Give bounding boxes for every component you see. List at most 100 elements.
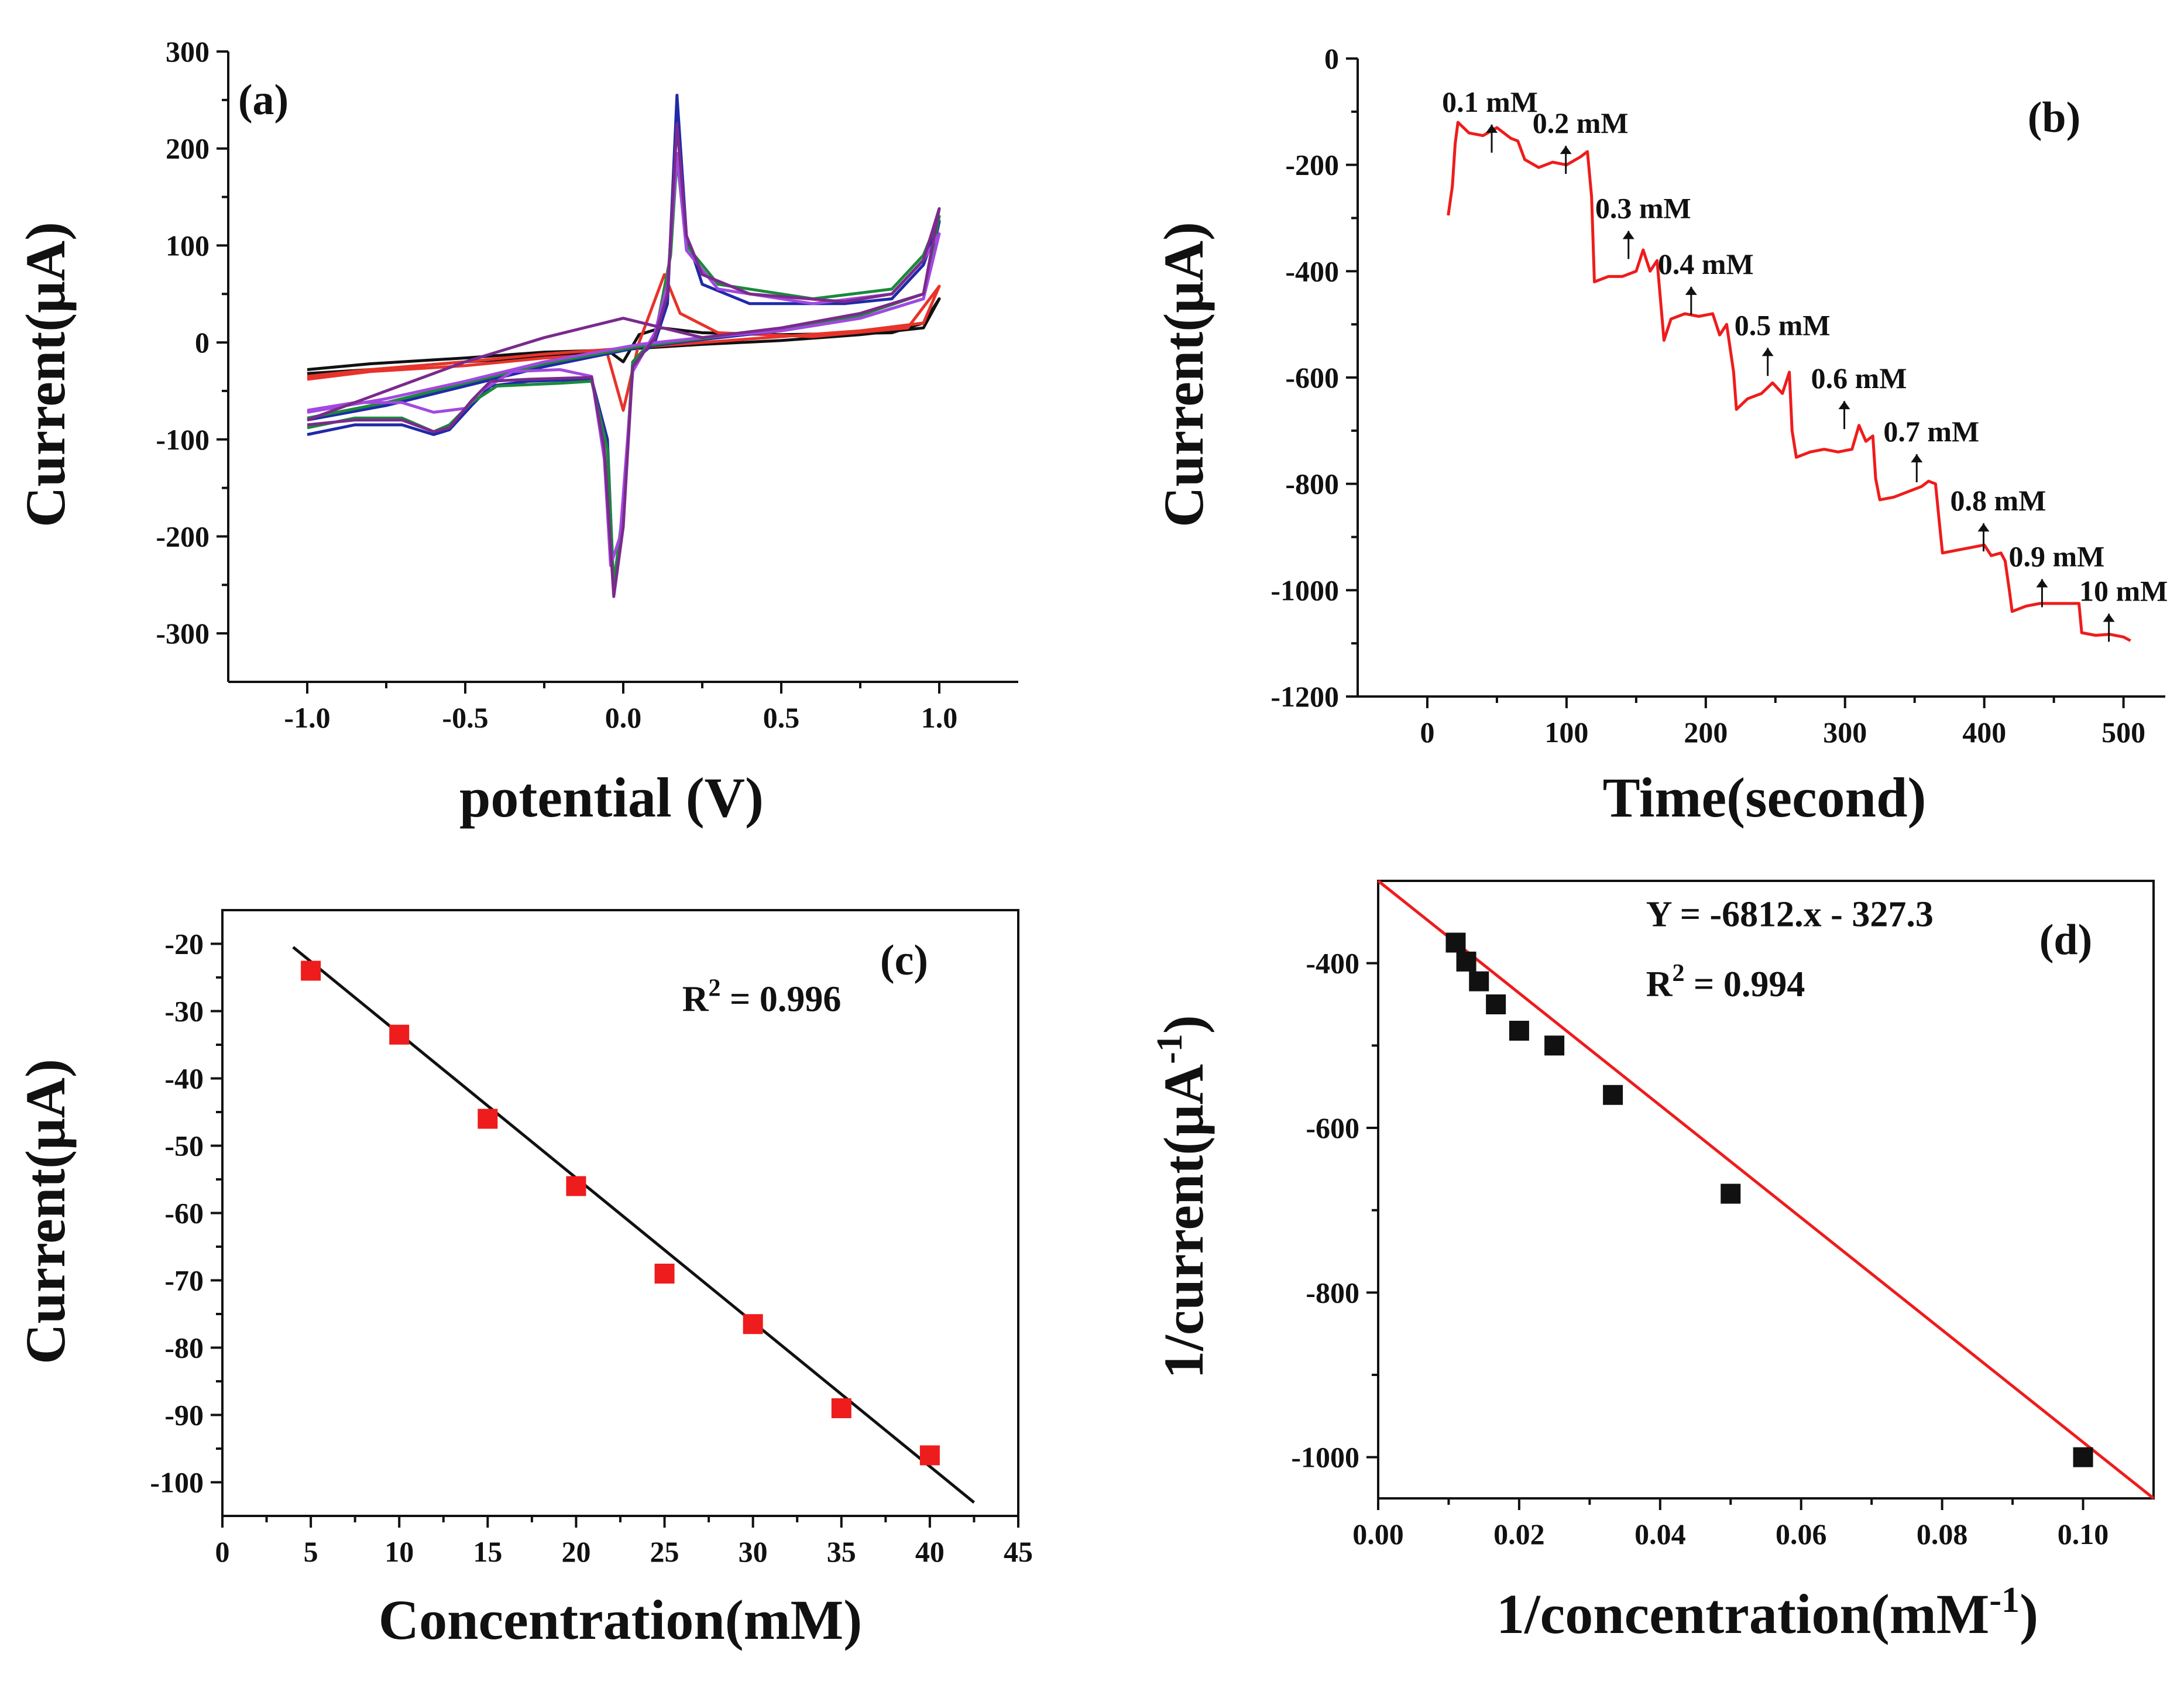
x-tick-label: 25 [650, 1535, 679, 1568]
x-tick-label: 15 [473, 1535, 502, 1568]
data-point [478, 1109, 498, 1129]
panel-c: 0 5 10 15 20 25 30 35 40 45 -100 -90 -80 -70 -60 -50 -40… [14, 909, 1033, 1651]
data-point [1721, 1183, 1741, 1204]
annotation-sup: 2 [709, 975, 721, 1002]
panel-label: (d) [2039, 916, 2092, 964]
arrow-head [1685, 286, 1697, 295]
x-tick-label: 200 [1684, 716, 1728, 749]
panel-d: 0.00 0.02 0.04 0.06 0.08 0.10 -1000 -800 -600 -40… [1150, 880, 2155, 1645]
y-tick-label: 200 [166, 132, 210, 165]
y-axis-title-main: 1/current(μA [1152, 1064, 1215, 1379]
arrow-head [1911, 454, 1923, 462]
data-point [2073, 1447, 2093, 1467]
x-axis-title: Time(second) [1603, 766, 1927, 829]
x-tick-label: 0.10 [2058, 1518, 2109, 1550]
y-tick-label: -90 [164, 1399, 204, 1432]
x-axis-title: 1/concentration(mM-1) [1496, 1580, 2038, 1645]
data-point [1469, 971, 1489, 991]
arrow-head [2103, 613, 2115, 622]
y-tick-label: -50 [164, 1130, 204, 1162]
arrow-head [1761, 348, 1774, 356]
x-tick-label: 0 [1420, 716, 1434, 749]
y-tick-label: -1000 [1291, 1441, 1359, 1474]
plot-frame [1377, 880, 2155, 1500]
annotation: 0.2 mM [1533, 107, 1629, 139]
y-tick-label: 0 [195, 326, 210, 359]
y-tick-label: -200 [156, 520, 210, 553]
data-point [389, 1024, 410, 1045]
annotation-text: 0.2 mM [1533, 107, 1629, 139]
annotation: 0.5 mM [1735, 308, 1831, 341]
annotation: 0.4 mM [1658, 248, 1754, 280]
data-point [566, 1176, 586, 1196]
data-point [831, 1398, 851, 1418]
panel-label: (c) [880, 936, 928, 984]
annotation-text: 0.4 mM [1658, 248, 1754, 280]
y-tick-label: -20 [164, 928, 204, 960]
y-tick-label: -30 [164, 995, 204, 1028]
x-tick-label: 10 [384, 1535, 414, 1568]
series-line-black [307, 297, 941, 375]
x-axis-title: potential (V) [459, 766, 764, 829]
x-axis-title-main: Concentration(mM) [379, 1588, 862, 1651]
annotation-text: 0.7 mM [1883, 415, 1979, 448]
x-tick-label: -1.0 [284, 701, 330, 734]
annotation: R2 = 0.994 [1646, 960, 1805, 1004]
y-tick-label: -200 [1285, 149, 1339, 181]
x-tick-label: 45 [1004, 1535, 1033, 1568]
annotation-text: R [682, 980, 709, 1020]
data-point [1486, 994, 1506, 1014]
data-point [1456, 951, 1476, 972]
series-line-amperometric-response [1447, 121, 2131, 642]
annotation-text: 0.1 mM [1442, 85, 1538, 118]
x-axis-title: Concentration(mM) [379, 1588, 862, 1651]
y-axis-title-main: Current(μA) [1152, 222, 1215, 527]
y-tick-label: -800 [1306, 1276, 1359, 1309]
annotation-text: 0.9 mM [2008, 540, 2104, 572]
x-tick-label: 5 [304, 1535, 318, 1568]
y-axis-title: 1/current(μA-1) [1150, 1015, 1215, 1378]
x-tick-label: 40 [915, 1535, 945, 1568]
annotation: 0.3 mM [1595, 192, 1691, 225]
fit-line [1377, 880, 2155, 1500]
annotation: 0.8 mM [1951, 484, 2046, 517]
x-tick-label: 0 [215, 1535, 230, 1568]
data-point [743, 1314, 763, 1334]
annotation-text: 0.3 mM [1595, 192, 1691, 225]
panel-label: (b) [2028, 94, 2080, 142]
annotation-text: 0.8 mM [1951, 484, 2046, 517]
y-tick-label: -800 [1285, 468, 1339, 500]
y-tick-label: 0 [1324, 42, 1339, 75]
data-point [301, 960, 321, 981]
panel-b: 0 100 200 300 400 500 -1200 -1000 -800 -600 -400 -2… [1152, 42, 2168, 829]
data-point [1445, 932, 1466, 953]
x-axis-title-end: ) [2020, 1583, 2038, 1645]
series-line-purple [307, 122, 941, 598]
annotation-text: R [1646, 965, 1673, 1004]
x-tick-label: 500 [2101, 716, 2145, 749]
annotation: 0.1 mM [1442, 85, 1538, 118]
arrow-head [2036, 579, 2048, 588]
y-axis-title: Current(μA) [14, 222, 77, 527]
annotation: 0.7 mM [1883, 415, 1979, 448]
y-tick-label: -400 [1306, 947, 1359, 980]
annotation-rest: = 0.994 [1685, 965, 1805, 1004]
x-tick-label: 30 [739, 1535, 768, 1568]
y-tick-label: -80 [164, 1332, 204, 1364]
x-tick-label: 0.0 [605, 701, 642, 734]
y-axis-title: Current(μA) [1152, 222, 1215, 527]
annotation-text: 0.5 mM [1735, 308, 1831, 341]
y-tick-label: 300 [166, 35, 210, 68]
x-tick-label: 400 [1962, 716, 2006, 749]
y-tick-label: -600 [1306, 1111, 1359, 1144]
x-axis-title-main: 1/concentration(mM [1496, 1583, 1989, 1645]
panel-label: (a) [238, 76, 289, 124]
y-tick-label: -60 [164, 1197, 204, 1230]
x-tick-label: -0.5 [442, 701, 488, 734]
x-tick-label: 0.08 [1917, 1518, 1968, 1550]
x-tick-label: 300 [1823, 716, 1867, 749]
panel-a: -1.0 -0.5 0.0 0.5 1.0 -300 -200 -100 0 100 200 300 p… [14, 35, 1018, 829]
x-axis-title-sup: -1 [1989, 1580, 2020, 1620]
annotation: 0.6 mM [1811, 362, 1907, 394]
